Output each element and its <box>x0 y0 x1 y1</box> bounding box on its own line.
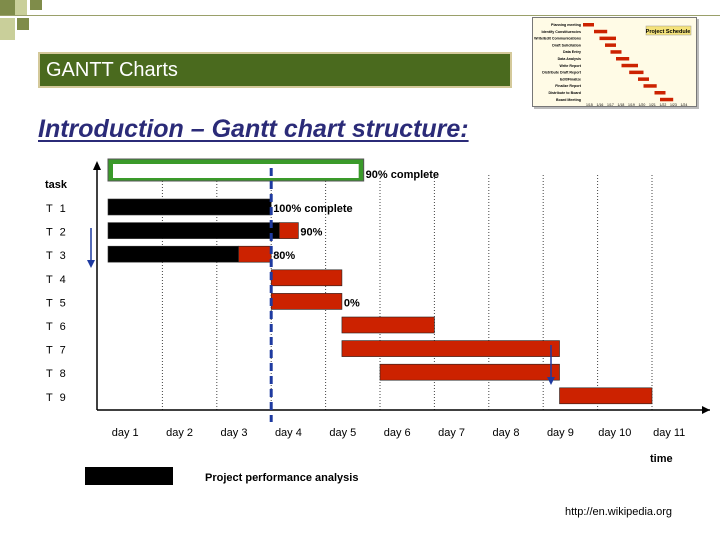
legend-swatch <box>85 467 173 485</box>
day-tick-label: day 4 <box>275 427 302 439</box>
task-label: T 6 <box>46 321 68 333</box>
thumbnail-task-label: Finalize Report <box>555 84 582 88</box>
y-axis-arrowhead <box>93 161 101 170</box>
thumbnail-day-label: 1/16 <box>597 103 604 107</box>
thumbnail-day-label: 1/18 <box>618 103 625 107</box>
task-percent-label: 80% <box>273 250 295 262</box>
thumbnail-task-bar <box>654 91 666 95</box>
down-arrow-head <box>547 377 555 385</box>
thumbnail-task-label: Data Entry <box>563 50 581 54</box>
thumbnail-day-label: 1/15 <box>586 103 593 107</box>
task-label: T 1 <box>46 203 68 215</box>
thumbnail-task-bar <box>610 50 622 54</box>
summary-bar-inner <box>113 164 359 178</box>
thumbnail-task-label: Write/Edit Communications <box>534 37 581 41</box>
thumbnail-day-label: 1/20 <box>639 103 646 107</box>
thumbnail-task-label: Data Analysis <box>558 57 581 61</box>
thumbnail-task-bar <box>599 36 616 41</box>
thumbnail-task-label: Board Meeting <box>556 98 581 102</box>
thumbnail-task-label: Write Report <box>560 64 582 68</box>
task-label: T 3 <box>46 250 68 262</box>
day-tick-label: day 8 <box>493 427 520 439</box>
task-bar-remaining <box>270 293 343 310</box>
task-label: T 8 <box>46 368 68 380</box>
task-bar-remaining <box>341 316 435 334</box>
credit-link[interactable]: http://en.wikipedia.org <box>565 506 673 518</box>
task-percent-label: 0% <box>344 297 360 309</box>
thumbnail-day-label: 1/17 <box>607 103 614 107</box>
day-tick-label: day 10 <box>598 427 631 439</box>
thumbnail-task-bar <box>594 29 608 34</box>
thumbnail-task-label: Planning meeting <box>551 23 581 27</box>
task-bar-done <box>107 245 239 263</box>
task-label: T 2 <box>46 227 68 239</box>
day-tick-label: day 6 <box>384 427 411 439</box>
thumbnail-task-bar <box>629 70 644 75</box>
thumbnail-day-label: 1/19 <box>628 103 635 107</box>
thumbnail-title: Project Schedule <box>646 29 691 35</box>
task-bar-done <box>107 198 272 216</box>
day-tick-label: day 2 <box>166 427 193 439</box>
task-percent-label: 90% <box>300 227 322 239</box>
task-label: T 5 <box>46 297 68 309</box>
header-bar: GANTT Charts <box>38 52 512 88</box>
thumbnail-task-bar <box>605 43 616 47</box>
top-rule <box>0 15 720 16</box>
legend-text: Project performance analysis <box>205 472 359 484</box>
thumbnail-task-bar <box>583 23 594 27</box>
day-tick-label: day 5 <box>329 427 356 439</box>
down-arrow-head <box>87 260 95 268</box>
x-axis-arrowhead <box>702 406 710 414</box>
task-bar-remaining <box>270 269 343 287</box>
task-bar-remaining <box>341 340 560 357</box>
slide-title: Introduction – Gantt chart structure: <box>38 115 469 143</box>
thumbnail-title-box <box>645 25 692 36</box>
thumbnail-task-bar <box>638 77 649 81</box>
thumbnail-day-label: 1/22 <box>660 103 667 107</box>
task-bar-done <box>107 222 280 239</box>
x-axis-label: time <box>650 453 673 465</box>
decor-square <box>30 0 42 10</box>
task-label: T 7 <box>46 345 68 357</box>
decor-square <box>17 18 29 30</box>
task-bar-remaining <box>238 245 272 263</box>
task-label: T 9 <box>46 392 68 404</box>
thumbnail-task-label: Edit/Finalize <box>560 77 581 81</box>
summary-label: 90% complete <box>366 169 439 181</box>
day-tick-label: day 9 <box>547 427 574 439</box>
task-percent-label: 100% complete <box>273 203 352 215</box>
thumbnail-task-bar <box>660 97 674 102</box>
task-bar-remaining <box>379 363 560 381</box>
thumbnail-task-label: Distribute to Board <box>548 91 581 95</box>
day-tick-label: day 7 <box>438 427 465 439</box>
y-axis-label: task <box>45 179 68 191</box>
thumbnail-day-label: 1/23 <box>670 103 677 107</box>
thumbnail-task-bar <box>616 57 630 61</box>
day-tick-label: day 1 <box>112 427 139 439</box>
thumbnail-task-label: Distribute Draft Report <box>542 71 582 75</box>
day-tick-label: day 3 <box>221 427 248 439</box>
thumbnail-task-label: Draft Solicitation <box>552 43 581 47</box>
task-label: T 4 <box>46 274 68 286</box>
day-tick-label: day 11 <box>653 427 685 439</box>
task-bar-remaining <box>279 222 299 239</box>
thumbnail-chart: Project Schedule Planning meeting Identify… <box>533 18 696 107</box>
thumbnail-day-label: 1/21 <box>649 103 656 107</box>
thumbnail-task-bar <box>621 63 638 68</box>
decor-square <box>0 18 15 40</box>
header-title: GANTT Charts <box>46 59 178 81</box>
thumbnail-task-bar <box>643 84 657 88</box>
project-schedule-thumbnail: Project Schedule Planning meeting Identify… <box>532 17 697 107</box>
task-bar-remaining <box>559 387 653 405</box>
thumbnail-day-label: 1/24 <box>681 103 688 107</box>
decor-square <box>0 0 15 15</box>
thumbnail-task-label: Identify Constituencies <box>541 30 581 34</box>
decor-square <box>15 0 27 15</box>
